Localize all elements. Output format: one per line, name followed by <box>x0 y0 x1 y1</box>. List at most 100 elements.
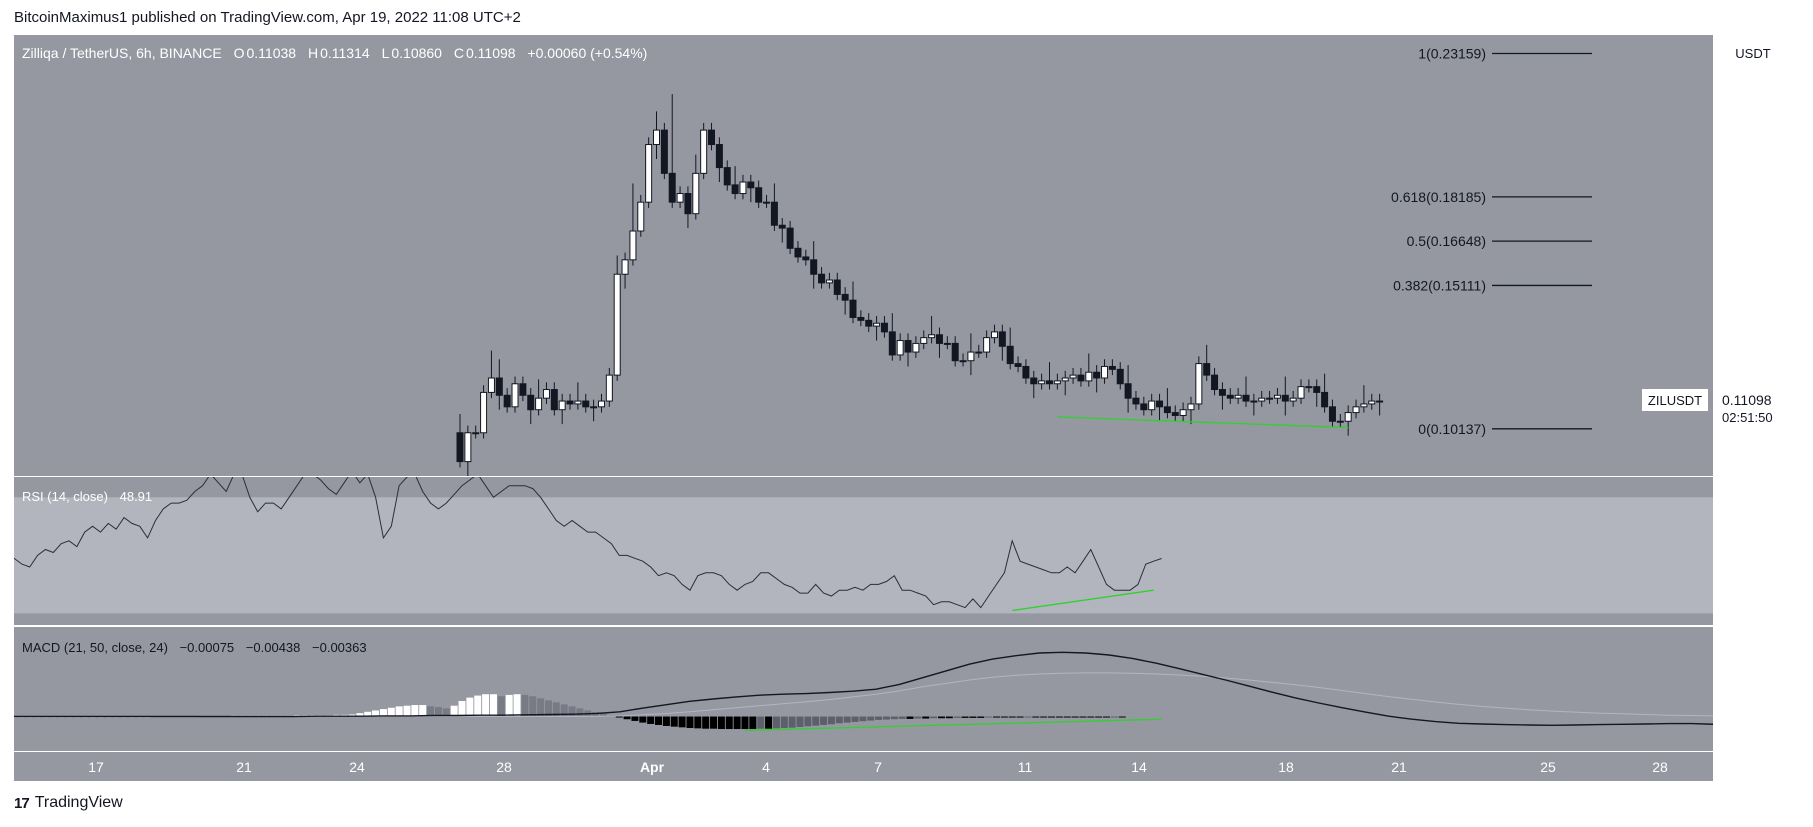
candle-down[interactable] <box>1108 365 1116 370</box>
candle-up[interactable] <box>990 331 998 339</box>
candle-up[interactable] <box>1101 365 1109 379</box>
footer-brand[interactable]: 17 TradingView <box>14 794 123 812</box>
time-axis[interactable] <box>14 752 1713 781</box>
support-trendline[interactable] <box>1057 416 1349 429</box>
candle-up[interactable] <box>1069 374 1077 379</box>
candle-down[interactable] <box>1313 386 1321 393</box>
candle-down[interactable] <box>935 334 943 344</box>
candle-down[interactable] <box>1171 412 1179 416</box>
candle-down[interactable] <box>1022 365 1030 379</box>
candle-up[interactable] <box>1179 409 1187 416</box>
candle-down[interactable] <box>857 316 865 321</box>
candle-up[interactable] <box>1289 397 1297 402</box>
candle-up[interactable] <box>1061 377 1069 382</box>
candle-down[interactable] <box>998 331 1006 347</box>
candle-up[interactable] <box>542 389 550 399</box>
candle-up[interactable] <box>645 144 653 203</box>
candle-up[interactable] <box>1053 380 1061 385</box>
candle-up[interactable] <box>574 400 582 405</box>
candle-down[interactable] <box>1242 394 1250 402</box>
candle-down[interactable] <box>1328 406 1336 422</box>
candle-down[interactable] <box>1281 394 1289 402</box>
candle-down[interactable] <box>715 144 723 169</box>
candle-up[interactable] <box>959 360 967 363</box>
candle-down[interactable] <box>888 331 896 356</box>
candle-up[interactable] <box>1038 380 1046 385</box>
candle-up[interactable] <box>621 259 629 275</box>
candle-down[interactable] <box>1006 345 1014 365</box>
candle-up[interactable] <box>920 337 928 344</box>
candle-down[interactable] <box>951 342 959 362</box>
candle-down[interactable] <box>1124 383 1132 399</box>
candle-down[interactable] <box>1218 389 1226 396</box>
candle-down[interactable] <box>566 400 574 405</box>
candle-up[interactable] <box>912 342 920 353</box>
candle-down[interactable] <box>770 201 778 226</box>
candle-down[interactable] <box>865 319 873 327</box>
candle-up[interactable] <box>1085 371 1093 382</box>
candle-up[interactable] <box>967 351 975 362</box>
candle-up[interactable] <box>896 340 904 356</box>
candle-up[interactable] <box>535 397 543 411</box>
candle-down[interactable] <box>1163 406 1171 414</box>
rsi-line[interactable] <box>14 471 1162 609</box>
candle-down[interactable] <box>1203 363 1211 376</box>
candle-down[interactable] <box>802 256 810 261</box>
candle-up[interactable] <box>1352 406 1360 414</box>
candle-down[interactable] <box>794 247 802 258</box>
candle-down[interactable] <box>1211 374 1219 391</box>
candle-up[interactable] <box>873 322 881 327</box>
candle-down[interactable] <box>1226 394 1234 399</box>
candle-down[interactable] <box>1321 391 1329 408</box>
candle-up[interactable] <box>943 342 951 345</box>
candle-down[interactable] <box>880 322 888 333</box>
candle-up[interactable] <box>1273 394 1281 399</box>
candle-down[interactable] <box>503 394 511 408</box>
candle-down[interactable] <box>849 299 857 318</box>
candle-up[interactable] <box>1360 403 1368 408</box>
currency-badge[interactable] <box>1730 43 1776 63</box>
candle-up[interactable] <box>605 374 613 402</box>
candle-up[interactable] <box>825 279 833 284</box>
candle-up[interactable] <box>1234 394 1242 399</box>
candle-up[interactable] <box>1266 397 1274 400</box>
candle-up[interactable] <box>1305 386 1313 389</box>
candle-down[interactable] <box>778 224 786 229</box>
candle-up[interactable] <box>700 129 708 174</box>
candle-up[interactable] <box>983 337 991 353</box>
price-pane[interactable] <box>14 35 1713 476</box>
candle-down[interactable] <box>519 383 527 396</box>
candle-down[interactable] <box>1046 380 1053 385</box>
candle-down[interactable] <box>1077 374 1085 382</box>
candle-up[interactable] <box>1336 420 1344 423</box>
candle-up[interactable] <box>676 193 684 203</box>
candle-up[interactable] <box>480 391 488 434</box>
candle-down[interactable] <box>527 394 535 411</box>
candle-down[interactable] <box>810 259 818 275</box>
candle-down[interactable] <box>731 184 739 195</box>
candle-up[interactable] <box>558 400 566 411</box>
candle-up[interactable] <box>597 400 605 408</box>
candle-down[interactable] <box>1140 403 1148 411</box>
candle-down[interactable] <box>723 167 731 186</box>
candle-down[interactable] <box>904 340 912 353</box>
candle-up[interactable] <box>1368 400 1376 405</box>
candle-down[interactable] <box>755 187 763 203</box>
candle-down[interactable] <box>747 181 755 189</box>
candle-down[interactable] <box>550 389 558 411</box>
candle-up[interactable] <box>692 172 700 215</box>
candle-down[interactable] <box>684 193 692 215</box>
rsi-divergence-line[interactable] <box>1012 589 1154 612</box>
candle-up[interactable] <box>1187 403 1195 411</box>
candle-up[interactable] <box>637 201 645 232</box>
candle-down[interactable] <box>1116 368 1124 385</box>
candle-up[interactable] <box>464 432 472 463</box>
candle-down[interactable] <box>668 172 676 203</box>
candle-up[interactable] <box>1376 400 1384 403</box>
candle-down[interactable] <box>1014 363 1022 367</box>
candle-up[interactable] <box>928 334 936 339</box>
candle-down[interactable] <box>660 129 668 174</box>
candle-down[interactable] <box>1156 400 1164 408</box>
candle-up[interactable] <box>739 181 747 195</box>
